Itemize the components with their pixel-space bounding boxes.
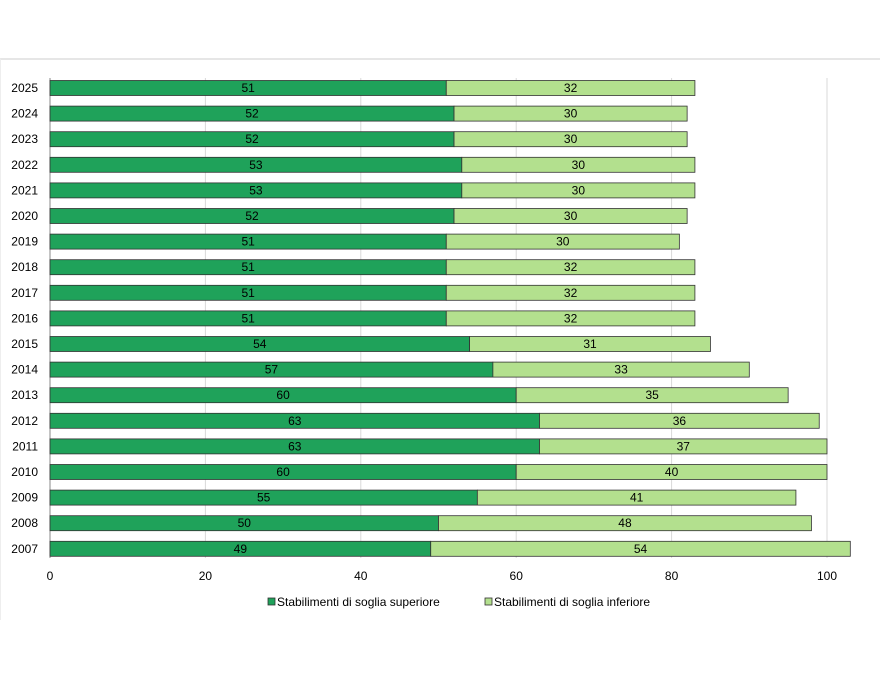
- bar-2009-inferiore: [476, 489, 797, 506]
- data-label-2015-superiore: 54: [253, 337, 267, 351]
- legend-swatch-superiore: [267, 597, 276, 606]
- data-label-2022-superiore: 53: [249, 158, 263, 172]
- tick-label-60: 60: [510, 569, 524, 583]
- category-label-2024: 2024: [11, 107, 38, 121]
- bar-2018-inferiore: [445, 259, 696, 276]
- category-label-2019: 2019: [11, 235, 38, 249]
- data-label-2011-superiore: 63: [288, 439, 302, 453]
- tick-label-40: 40: [354, 569, 368, 583]
- data-label-2023-superiore: 52: [245, 132, 259, 146]
- data-label-2025-inferiore: 32: [564, 81, 578, 95]
- data-label-2012-superiore: 63: [288, 414, 302, 428]
- tick-label-0: 0: [47, 569, 54, 583]
- bar-2024-inferiore: [453, 105, 688, 122]
- data-label-2024-superiore: 52: [245, 107, 259, 121]
- data-label-2016-inferiore: 32: [564, 311, 578, 325]
- data-label-2021-inferiore: 30: [572, 183, 586, 197]
- category-axis-labels: 2025 2024 2023 2022 2021 2020 2019 2018 2017 2016…: [11, 81, 38, 556]
- category-label-2023: 2023: [11, 132, 38, 146]
- data-label-2008-superiore: 50: [238, 516, 252, 530]
- bar-2011-inferiore: [539, 438, 828, 455]
- data-label-2022-inferiore: 30: [572, 158, 586, 172]
- data-label-2015-inferiore: 31: [583, 337, 597, 351]
- data-label-2017-superiore: 51: [241, 286, 255, 300]
- bar-2013-inferiore: [515, 387, 789, 404]
- bar-2010-inferiore: [515, 464, 828, 480]
- category-label-2010: 2010: [11, 465, 38, 479]
- category-label-2017: 2017: [11, 286, 38, 300]
- data-label-2020-superiore: 52: [245, 209, 259, 223]
- legend: Stabilimenti di soglia superiore Stabilim…: [267, 595, 650, 609]
- bar-2020-inferiore: [453, 208, 688, 224]
- data-label-2017-inferiore: 32: [564, 286, 578, 300]
- data-label-2008-inferiore: 48: [618, 516, 632, 530]
- data-label-2010-superiore: 60: [276, 465, 290, 479]
- data-label-2014-superiore: 57: [265, 363, 279, 377]
- bar-2017-inferiore: [445, 284, 696, 301]
- data-label-2025-superiore: 51: [241, 81, 255, 95]
- bar-2007-inferiore: [430, 540, 851, 557]
- bar-2022-inferiore: [461, 156, 696, 173]
- data-label-2014-inferiore: 33: [614, 363, 628, 377]
- data-label-2009-superiore: 55: [257, 491, 271, 505]
- category-label-2007: 2007: [11, 542, 38, 556]
- data-label-2018-superiore: 51: [241, 260, 255, 274]
- data-label-2016-superiore: 51: [241, 311, 255, 325]
- category-label-2020: 2020: [11, 209, 38, 223]
- data-label-2023-inferiore: 30: [564, 132, 578, 146]
- data-labels: 51 32 52 30 52 30 53 30 53 30 52 30 51 30 51 32 51 32 51 32…: [234, 81, 691, 556]
- data-label-2012-inferiore: 36: [673, 414, 687, 428]
- category-label-2021: 2021: [11, 183, 38, 197]
- data-label-2011-inferiore: 37: [677, 439, 691, 453]
- category-label-2016: 2016: [11, 311, 38, 325]
- bar-2019-inferiore: [445, 233, 680, 250]
- category-label-2009: 2009: [11, 491, 38, 505]
- bar-2014-inferiore: [492, 361, 750, 378]
- data-label-2013-superiore: 60: [276, 388, 290, 402]
- legend-label-inferiore: Stabilimenti di soglia inferiore: [494, 595, 650, 609]
- bar-2021-inferiore: [461, 182, 696, 199]
- data-label-2021-superiore: 53: [249, 183, 263, 197]
- data-label-2019-superiore: 51: [241, 235, 255, 249]
- bar-2015-inferiore: [469, 336, 711, 352]
- bars: [49, 80, 851, 557]
- data-label-2010-inferiore: 40: [665, 465, 679, 479]
- data-label-2018-inferiore: 32: [564, 260, 578, 274]
- data-label-2009-inferiore: 41: [630, 491, 644, 505]
- category-label-2013: 2013: [11, 388, 38, 402]
- category-label-2008: 2008: [11, 516, 38, 530]
- tick-label-20: 20: [199, 569, 213, 583]
- bar-2023-inferiore: [453, 131, 688, 148]
- data-label-2007-inferiore: 54: [634, 542, 648, 556]
- data-label-2019-inferiore: 30: [556, 235, 570, 249]
- data-label-2024-inferiore: 30: [564, 107, 578, 121]
- category-label-2011: 2011: [12, 439, 38, 453]
- bar-2008-inferiore: [438, 515, 812, 532]
- category-label-2012: 2012: [11, 414, 38, 428]
- legend-label-superiore: Stabilimenti di soglia superiore: [277, 595, 440, 609]
- tick-label-100: 100: [817, 569, 837, 583]
- category-label-2014: 2014: [11, 363, 38, 377]
- data-label-2007-superiore: 49: [234, 542, 248, 556]
- chart-frame: [0, 58, 880, 620]
- category-label-2018: 2018: [11, 260, 38, 274]
- legend-swatch-inferiore: [484, 597, 493, 606]
- category-label-2022: 2022: [11, 158, 38, 172]
- category-label-2015: 2015: [11, 337, 38, 351]
- category-label-2025: 2025: [11, 81, 38, 95]
- value-axis-tick-labels: 0 20 40 60 80 100: [47, 569, 838, 583]
- data-label-2013-inferiore: 35: [645, 388, 659, 402]
- tick-label-80: 80: [665, 569, 679, 583]
- bar-2016-inferiore: [445, 310, 696, 327]
- bar-2012-inferiore: [539, 412, 820, 429]
- bar-2025-inferiore: [445, 80, 696, 96]
- data-label-2020-inferiore: 30: [564, 209, 578, 223]
